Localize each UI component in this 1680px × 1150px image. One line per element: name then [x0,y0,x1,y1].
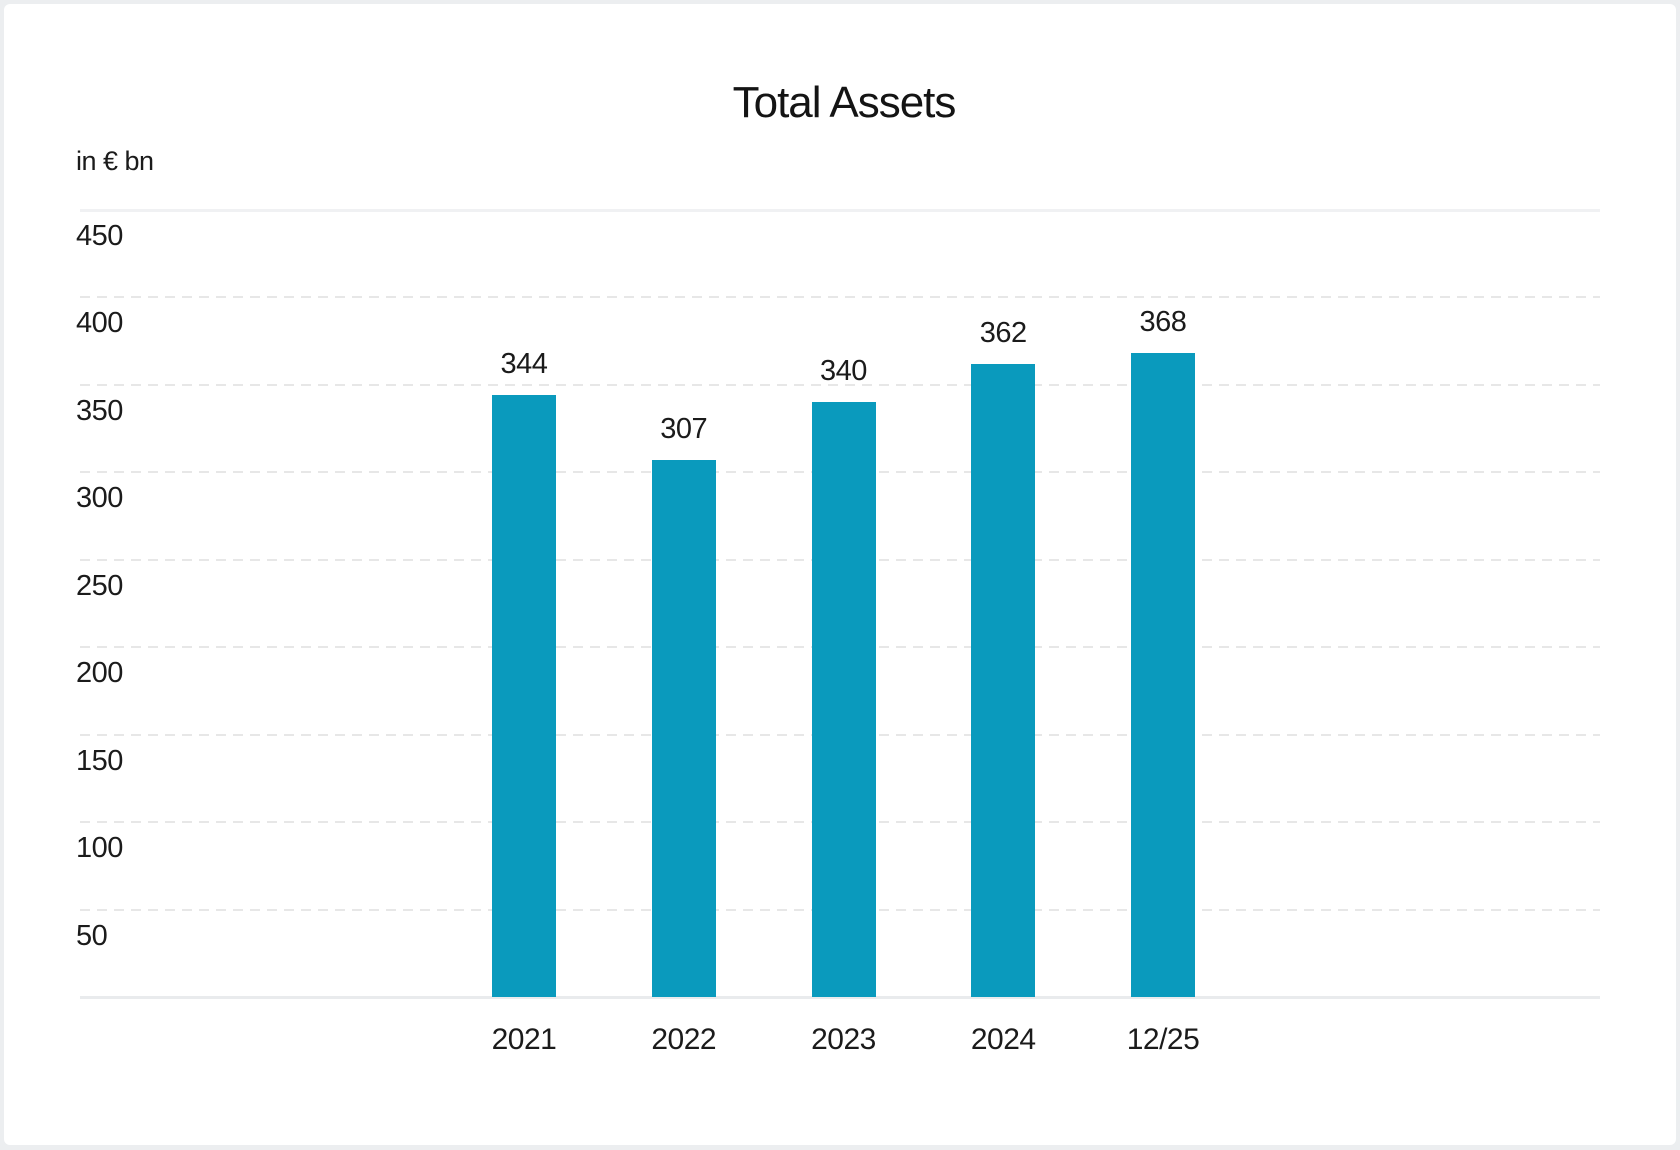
y-tick-label: 200 [76,657,123,690]
gridline-350 [80,383,1600,386]
bar [651,460,716,997]
x-axis-baseline [80,996,1600,999]
x-axis-label: 12/25 [1126,1023,1200,1056]
gridline-450 [80,209,1600,212]
y-tick-label: 300 [76,482,123,515]
bar [971,363,1036,997]
bar-value-label: 362 [979,316,1027,349]
chart-title: Total Assets [732,78,957,127]
y-tick-label: 350 [76,394,123,427]
y-tick-label: 50 [76,919,108,952]
bar-value-label: 307 [660,413,708,446]
gridline-400 [80,296,1600,299]
bar [811,402,876,997]
bar-value-label: 340 [820,355,867,388]
bar-value-label: 344 [500,348,548,381]
y-tick-label: 250 [76,569,123,602]
y-tick-label: 450 [76,220,123,252]
chart-canvas: Total Assets in € bn 450 400 350 300 250 200 1… [4,4,1676,1145]
bar [492,395,556,997]
x-axis-label: 2022 [651,1023,717,1056]
y-tick-label: 150 [76,744,123,777]
y-tick-label: 100 [76,832,123,865]
x-axis-label: 2023 [811,1023,876,1056]
bar [1131,353,1195,997]
y-tick-label: 400 [76,307,123,340]
x-axis-label: 2021 [491,1023,557,1056]
bar-value-label: 368 [1139,306,1187,339]
x-axis-label: 2024 [970,1023,1036,1056]
y-axis-unit-label: in € bn [76,146,154,176]
